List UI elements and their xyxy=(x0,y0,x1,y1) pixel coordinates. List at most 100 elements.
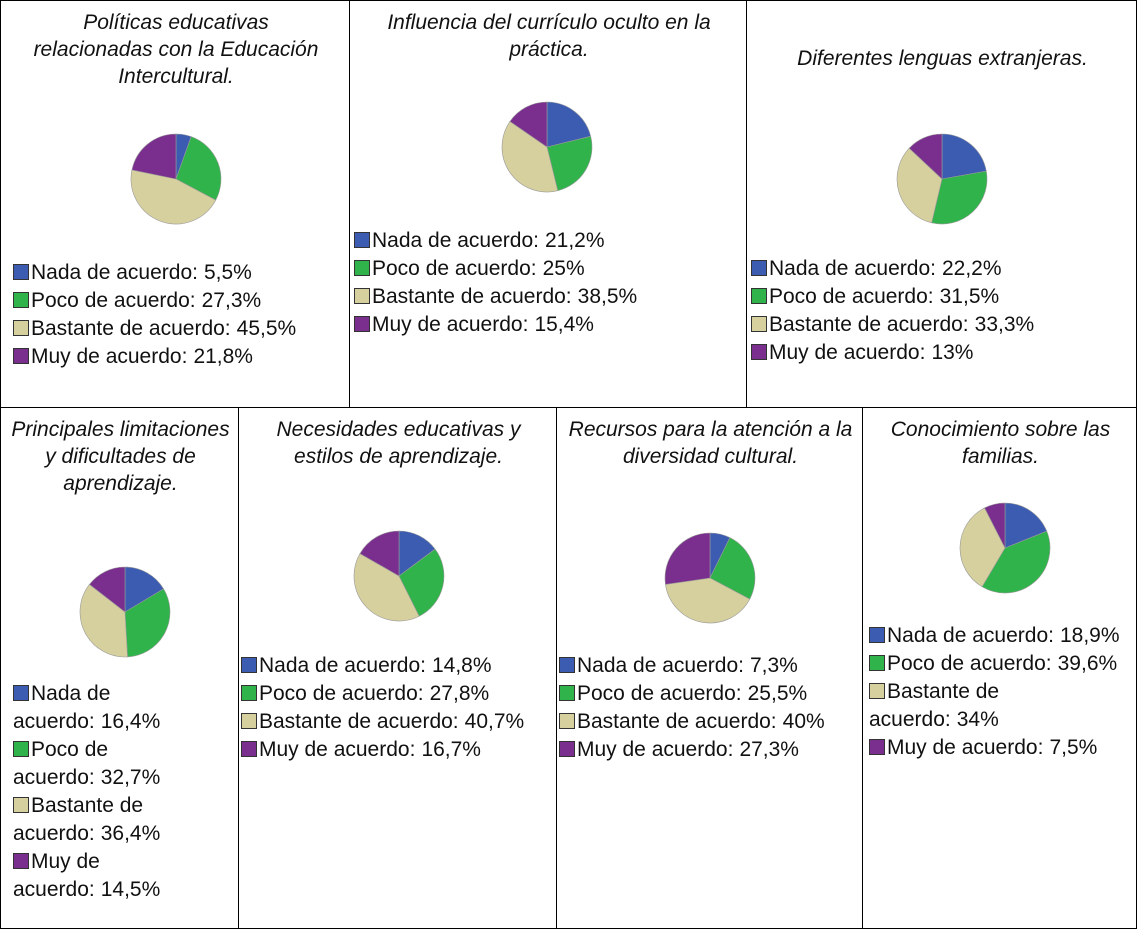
pie-chart xyxy=(130,133,222,225)
pie-slice xyxy=(546,135,593,192)
legend: Nada de acuerdo: 14,8% Poco de acuerdo: 27,… xyxy=(241,652,531,764)
legend-label: Poco de acuerdo: xyxy=(31,289,196,312)
legend-swatch xyxy=(559,713,575,729)
legend-swatch xyxy=(241,685,257,701)
legend-item: Poco de acuerdo: 25% xyxy=(354,255,744,283)
legend-swatch xyxy=(13,741,29,757)
legend-swatch xyxy=(241,741,257,757)
legend-value: 16,4% xyxy=(100,710,161,733)
pie-chart xyxy=(79,566,171,658)
legend-swatch xyxy=(354,288,370,304)
pie-chart xyxy=(959,502,1051,594)
legend-label: Muy de acuerdo: xyxy=(259,738,416,761)
chart-cell: Recursos para la atención a la diversida… xyxy=(556,407,863,929)
legend-label: Poco de acuerdo: xyxy=(887,652,1052,675)
legend-value: 40% xyxy=(782,710,825,733)
legend-label: Muy de acuerdo: xyxy=(887,736,1044,759)
legend-label: Muy de acuerdo: xyxy=(31,345,188,368)
pie-slice xyxy=(398,548,445,617)
legend-value: 25,5% xyxy=(747,682,808,705)
pie-slice xyxy=(664,532,711,585)
legend-label: Nada de acuerdo: xyxy=(372,229,539,252)
legend-item: Muy de acuerdo: 14,5% xyxy=(13,848,233,904)
pie-slice xyxy=(931,170,988,225)
legend-swatch xyxy=(13,853,29,869)
legend-label: Bastante de acuerdo: xyxy=(769,313,969,336)
legend-label: Bastante de acuerdo: xyxy=(372,285,572,308)
legend-label: Poco de acuerdo: xyxy=(769,285,934,308)
legend-swatch xyxy=(751,260,767,276)
pie-slice xyxy=(131,133,177,180)
pie-slice xyxy=(908,133,943,180)
legend-value: 25% xyxy=(542,257,585,280)
legend-item: Muy de acuerdo: 7,5% xyxy=(869,734,1129,762)
legend-value: 34% xyxy=(956,708,999,731)
legend-item: Muy de acuerdo: 16,7% xyxy=(241,736,531,764)
legend-label: Nada de acuerdo: xyxy=(31,261,198,284)
pie-chart xyxy=(501,101,593,193)
legend-swatch xyxy=(559,741,575,757)
legend: Nada de acuerdo: 21,2% Poco de acuerdo: 25%… xyxy=(354,227,744,339)
legend-value: 7,5% xyxy=(1049,736,1098,759)
pie-slice xyxy=(89,566,126,613)
legend-label: Muy de acuerdo: xyxy=(577,738,734,761)
legend-value: 14,5% xyxy=(100,878,161,901)
legend-value: 40,7% xyxy=(464,710,525,733)
legend-value: 32,7% xyxy=(100,766,161,789)
pie-slice xyxy=(941,133,987,180)
legend-item: Poco de acuerdo: 31,5% xyxy=(751,283,1136,311)
legend-swatch xyxy=(751,316,767,332)
pie-slice xyxy=(981,530,1051,594)
chart-cell: Influencia del currículo oculto en la pr… xyxy=(349,0,747,408)
legend-value: 21,8% xyxy=(193,345,253,368)
pie-slice xyxy=(353,553,420,622)
legend: Nada de acuerdo: 22,2% Poco de acuerdo: 31,… xyxy=(751,255,1136,367)
legend-swatch xyxy=(559,657,575,673)
legend-item: Bastante de acuerdo: 34% xyxy=(869,678,1129,734)
legend-value: 27,8% xyxy=(429,682,490,705)
legend-value: 5,5% xyxy=(203,261,252,284)
legend-value: 7,3% xyxy=(749,654,798,677)
chart-title: Principales limitaciones y dificultades … xyxy=(11,418,230,495)
legend-label: Bastante de acuerdo: xyxy=(259,710,459,733)
chart-title: Necesidades educativas y estilos de apre… xyxy=(276,418,521,468)
legend-label: Muy de acuerdo: xyxy=(372,313,529,336)
pie-slice xyxy=(124,566,165,613)
legend-item: Nada de acuerdo: 16,4% xyxy=(13,680,233,736)
chart-title: Conocimiento sobre las familias. xyxy=(890,418,1111,468)
legend-item: Muy de acuerdo: 13% xyxy=(751,339,1136,367)
chart-title: Influencia del currículo oculto en la pr… xyxy=(387,11,711,61)
legend-swatch xyxy=(869,627,885,643)
legend-value: 16,7% xyxy=(421,738,481,761)
pie-chart xyxy=(664,532,756,624)
chart-cell: Principales limitaciones y dificultades … xyxy=(0,407,239,929)
legend-swatch xyxy=(13,685,29,701)
pie-slice xyxy=(509,101,548,148)
legend: Nada de acuerdo: 16,4% Poco de acuerdo: 32,… xyxy=(13,680,233,904)
pie-chart xyxy=(896,133,988,225)
legend-swatch xyxy=(751,344,767,360)
legend-label: Muy de acuerdo: xyxy=(769,341,926,364)
legend-swatch xyxy=(241,713,257,729)
legend-label: Nada de acuerdo: xyxy=(887,624,1054,647)
legend-value: 27,3% xyxy=(739,738,799,761)
pie-slice xyxy=(665,577,751,624)
legend-item: Poco de acuerdo: 32,7% xyxy=(13,736,233,792)
legend-item: Poco de acuerdo: 25,5% xyxy=(559,680,844,708)
legend-label: Nada de acuerdo: xyxy=(259,654,426,677)
legend-value: 27,3% xyxy=(201,289,262,312)
pie-slice xyxy=(984,502,1006,549)
pie-slice xyxy=(130,169,217,225)
legend-value: 36,4% xyxy=(100,822,161,845)
pie-slice xyxy=(175,136,222,201)
legend-value: 13% xyxy=(931,341,974,364)
legend-value: 31,5% xyxy=(939,285,1000,308)
chart-cell: Políticas educativas relacionadas con la… xyxy=(0,0,350,408)
legend-swatch xyxy=(241,657,257,673)
chart-cell: Necesidades educativas y estilos de apre… xyxy=(238,407,557,929)
legend-item: Nada de acuerdo: 5,5% xyxy=(13,259,333,287)
legend-label: Nada de acuerdo: xyxy=(769,257,936,280)
legend-label: Poco de acuerdo: xyxy=(372,257,537,280)
pie-slice xyxy=(959,507,1006,588)
legend-swatch xyxy=(354,260,370,276)
